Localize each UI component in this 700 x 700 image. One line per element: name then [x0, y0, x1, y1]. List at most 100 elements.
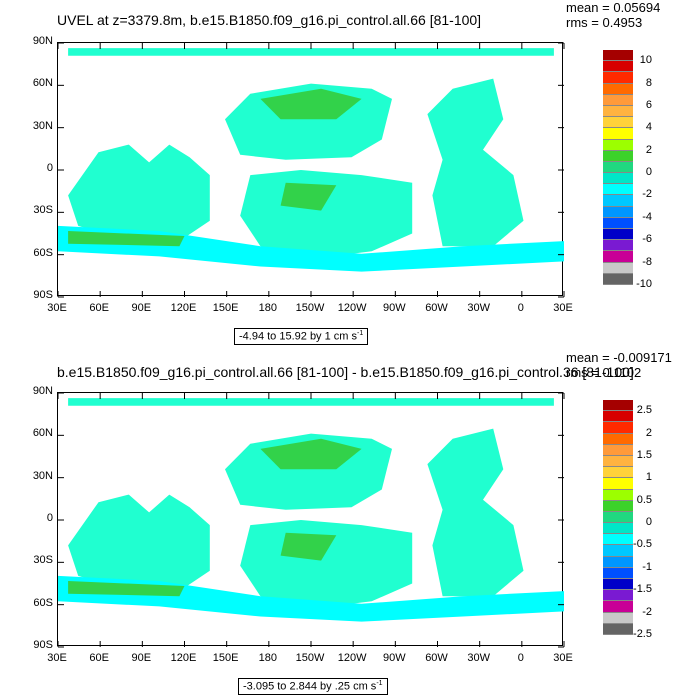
colorbar-swatch: [603, 422, 633, 434]
colorbar-swatch: [603, 229, 633, 241]
ocean-region-1: [68, 494, 210, 592]
top-map-plot: [57, 42, 565, 298]
colorbar-label: -4: [642, 210, 652, 223]
lon-label: 30W: [467, 302, 490, 314]
ocean-region-6: [260, 438, 362, 470]
lon-label: 180: [258, 652, 277, 664]
lat-label: 30N: [32, 119, 53, 132]
colorbar-swatch: [603, 273, 633, 285]
lon-label: 120E: [170, 652, 197, 664]
colorbar-swatch: [603, 61, 633, 73]
colorbar-swatch: [603, 433, 633, 445]
colorbar-label: -2: [642, 605, 652, 618]
colorbar-label: 0: [645, 166, 652, 179]
lat-label: 0: [46, 512, 53, 524]
top-panel-mean: mean = 0.05694: [566, 0, 661, 15]
colorbar-swatch: [603, 523, 633, 535]
colorbar-swatch: [603, 567, 633, 580]
lon-label: 30E: [47, 652, 67, 664]
lon-label: 0: [517, 302, 524, 314]
colorbar-label: 8: [645, 76, 652, 89]
colorbar-swatch: [603, 139, 633, 151]
colorbar-swatch: [603, 161, 633, 174]
colorbar-label: 2.5: [636, 404, 652, 417]
top-panel-title: UVEL at z=3379.8m, b.e15.B1850.f09_g16.p…: [57, 12, 482, 28]
lon-label: 90W: [383, 652, 406, 664]
colorbar-label: -1: [642, 560, 652, 573]
colorbar-swatch: [603, 184, 633, 196]
ocean-region-3: [240, 170, 413, 259]
top-colorbar: [603, 50, 633, 285]
colorbar-swatch: [603, 467, 633, 479]
lat-label: 30S: [33, 204, 53, 217]
colorbar-label: -10: [636, 278, 652, 290]
colorbar-swatch: [603, 411, 633, 423]
colorbar-swatch: [603, 117, 633, 129]
lon-label: 180: [258, 302, 277, 314]
lon-label: 30W: [467, 652, 490, 664]
lat-label: 90S: [33, 289, 53, 301]
colorbar-label: -0.5: [633, 538, 652, 551]
colorbar-swatch: [603, 601, 633, 613]
ocean-region-0: [68, 398, 554, 406]
lat-label: 90N: [32, 35, 53, 47]
lon-label: 60E: [89, 302, 109, 314]
bottom-colorbar: [603, 400, 633, 635]
lon-label: 60E: [89, 652, 109, 664]
colorbar-label: -6: [642, 233, 652, 246]
colorbar-swatch: [603, 579, 633, 591]
lon-label: 90W: [383, 302, 406, 314]
lon-label: 0: [517, 652, 524, 664]
ocean-region-8: [280, 532, 337, 561]
lon-label: 150W: [295, 652, 325, 664]
colorbar-swatch: [603, 478, 633, 490]
colorbar-label: 2: [645, 426, 652, 439]
lat-label: 30N: [32, 469, 53, 482]
colorbar-label: 2: [645, 143, 652, 156]
lon-label: 90E: [131, 302, 152, 314]
lon-label: 120E: [170, 302, 197, 314]
lon-label: 60W: [425, 652, 448, 664]
ocean-region-3: [240, 520, 413, 609]
colorbar-swatch: [603, 150, 633, 162]
colorbar-swatch: [603, 590, 633, 602]
colorbar-swatch: [603, 50, 633, 62]
colorbar-label: 1.5: [636, 448, 652, 461]
ocean-region-7: [68, 231, 185, 247]
colorbar-label: 0.5: [636, 493, 652, 506]
lon-label: 30E: [553, 652, 573, 664]
lat-label: 60N: [32, 427, 53, 440]
bottom-range-unit: -1: [376, 680, 383, 687]
colorbar-swatch: [603, 251, 633, 263]
colorbar-swatch: [603, 612, 633, 624]
lat-label: 0: [46, 162, 53, 174]
colorbar-swatch: [603, 262, 633, 274]
lon-label: 60W: [425, 302, 448, 314]
colorbar-swatch: [603, 105, 633, 118]
lon-label: 120W: [337, 652, 367, 664]
colorbar-label: 6: [645, 98, 652, 111]
lon-label: 120W: [337, 302, 367, 314]
lat-label: 60S: [33, 246, 53, 259]
colorbar-swatch: [603, 511, 633, 524]
colorbar-label: -2: [642, 188, 652, 201]
colorbar-label: 0: [645, 516, 652, 529]
map-field-svg: [57, 42, 565, 298]
top-range-text: -4.94 to 15.92 by 1 cm s: [239, 330, 358, 343]
bottom-panel-mean: mean = -0.009171: [566, 350, 672, 365]
colorbar-swatch: [603, 545, 633, 557]
colorbar-swatch: [603, 623, 633, 635]
top-range-unit: -1: [357, 330, 364, 337]
colorbar-swatch: [603, 195, 633, 207]
colorbar-swatch: [603, 444, 633, 456]
ocean-region-8: [280, 182, 337, 211]
colorbar-label: -1.5: [633, 583, 652, 596]
top-range-label: -4.94 to 15.92 by 1 cm s-1: [234, 328, 369, 345]
lat-label: 60S: [33, 596, 53, 609]
colorbar-swatch: [603, 94, 633, 106]
bottom-range-text: -3.095 to 2.844 by .25 cm s: [243, 680, 377, 693]
lat-label: 90N: [32, 385, 53, 397]
colorbar-swatch: [603, 240, 633, 252]
colorbar-swatch: [603, 173, 633, 185]
colorbar-swatch: [603, 500, 633, 512]
